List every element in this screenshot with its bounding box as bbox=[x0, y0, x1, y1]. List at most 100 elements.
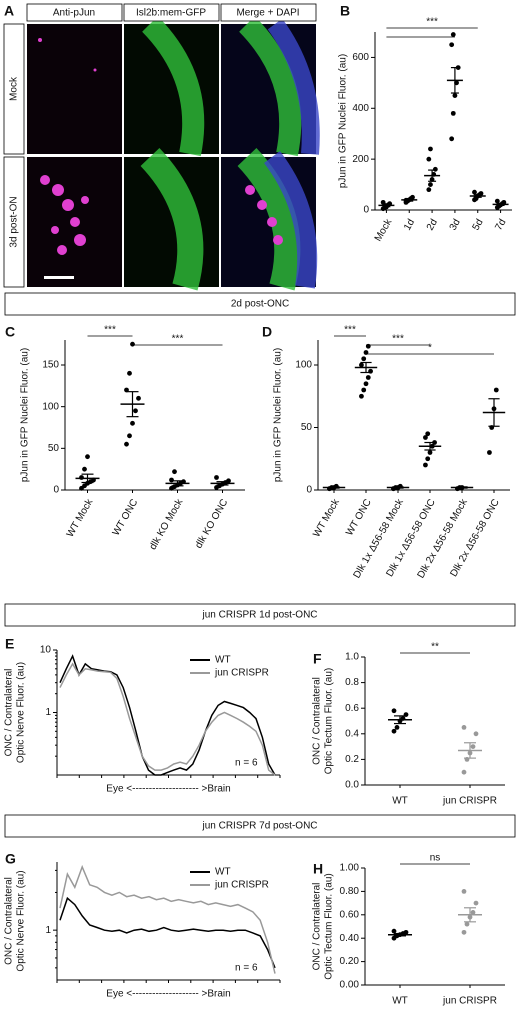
significance-label: ** bbox=[431, 642, 439, 653]
y-tick-label: 600 bbox=[352, 52, 369, 63]
series-line bbox=[59, 864, 276, 974]
data-point bbox=[423, 435, 428, 440]
y-tick-label: 0 bbox=[363, 205, 369, 216]
series-line bbox=[59, 654, 276, 776]
column-header: Anti-pJun bbox=[53, 8, 95, 19]
data-point bbox=[426, 156, 432, 162]
data-point bbox=[450, 110, 456, 116]
chart: E 1 10 ONC / Contralateral Optic Nerve Fluor… bbox=[4, 636, 281, 795]
x-tick-label: WT ONC bbox=[111, 497, 141, 537]
x-tick-label: jun CRISPR bbox=[442, 796, 497, 807]
significance-label: *** bbox=[104, 325, 116, 336]
data-point bbox=[472, 189, 477, 195]
banner: 2d post-ONC bbox=[231, 299, 289, 310]
data-point bbox=[214, 475, 219, 480]
data-point bbox=[169, 477, 174, 483]
y-axis-label: pJun in GFP Nuclei Fluor. (au) bbox=[273, 348, 284, 482]
x-axis-label: Eye <-------------------- >Brain bbox=[106, 784, 230, 795]
panel-letter: D bbox=[262, 324, 272, 340]
data-point bbox=[365, 375, 371, 380]
row-header-box bbox=[3, 156, 25, 288]
chart: H 0.00 0.20 0.40 0.60 0.80 1.00 ONC / Contralat… bbox=[312, 853, 505, 1007]
y-axis-label: ONC / Contralateral bbox=[4, 669, 15, 757]
y-tick-label: 0.20 bbox=[340, 956, 360, 967]
data-point bbox=[127, 433, 132, 439]
y-tick-label: 0.60 bbox=[340, 909, 360, 920]
series-line bbox=[59, 896, 276, 969]
chart: D 0 50 100 pJun in GFP Nuclei Fluor. (au) WT … bbox=[262, 324, 510, 580]
data-point bbox=[461, 725, 467, 730]
panel-letter: E bbox=[5, 636, 14, 652]
data-point bbox=[79, 475, 84, 480]
x-tick-label: 1d bbox=[402, 217, 417, 232]
y-tick-label: 0 bbox=[53, 485, 59, 496]
chart: F 0.0 0.2 0.4 0.6 0.8 1.0 ONC / Contralateral Op… bbox=[312, 642, 505, 807]
data-point bbox=[127, 370, 132, 376]
y-axis-label: ONC / Contralateral bbox=[4, 877, 15, 965]
x-tick-label: 7d bbox=[493, 217, 508, 232]
data-point bbox=[82, 466, 87, 472]
data-point bbox=[85, 454, 90, 460]
y-axis-label: pJun in GFP Nuclei Fluor. (au) bbox=[20, 348, 31, 482]
x-tick-label: jun CRISPR bbox=[442, 996, 497, 1007]
chart: C 0 50 100 150 pJun in GFP Nuclei Fluor. (au)… bbox=[5, 324, 245, 552]
panel-letter: H bbox=[313, 861, 323, 877]
significance-label: *** bbox=[344, 325, 356, 336]
y-tick-label: 0.4 bbox=[345, 728, 359, 739]
data-point bbox=[449, 42, 455, 48]
y-tick-label: 0.80 bbox=[340, 886, 360, 897]
column-header: Isl2b:mem-GFP bbox=[136, 8, 206, 19]
y-axis-label: ONC / Contralateral bbox=[312, 677, 323, 765]
data-point bbox=[391, 928, 397, 934]
data-point bbox=[473, 900, 479, 906]
data-point bbox=[493, 387, 499, 393]
y-tick-label: 50 bbox=[48, 443, 60, 454]
banner-box bbox=[4, 603, 516, 627]
y-tick-label: 400 bbox=[352, 103, 369, 114]
significance-label: *** bbox=[392, 334, 404, 345]
legend-label: jun CRISPR bbox=[214, 668, 269, 679]
significance-label: ns bbox=[430, 853, 441, 864]
y-axis-label: Optic Nerve Fluor. (au) bbox=[16, 870, 27, 971]
data-point bbox=[359, 393, 364, 399]
banner: jun CRISPR 1d post-ONC bbox=[201, 610, 317, 621]
data-point bbox=[450, 32, 456, 37]
annotation: n = 6 bbox=[235, 963, 258, 974]
data-point bbox=[428, 182, 433, 187]
x-tick-label: WT bbox=[392, 796, 408, 807]
panel-letter: F bbox=[313, 651, 322, 667]
data-point bbox=[130, 341, 135, 347]
column-header: Merge + DAPI bbox=[236, 8, 299, 19]
data-point bbox=[470, 744, 476, 749]
y-tick-label: 0.0 bbox=[345, 780, 359, 791]
y-tick-label: 200 bbox=[352, 154, 369, 165]
data-point bbox=[428, 146, 433, 152]
data-point bbox=[124, 441, 129, 447]
data-point bbox=[452, 93, 458, 98]
micrographs bbox=[27, 16, 320, 291]
x-tick-label: WT Mock bbox=[65, 496, 96, 539]
y-tick-label: 100 bbox=[295, 360, 312, 371]
data-point bbox=[361, 387, 367, 393]
y-tick-label: 0.2 bbox=[345, 754, 359, 765]
y-tick-label: 1 bbox=[45, 925, 51, 936]
banner-box bbox=[4, 292, 516, 316]
legend-label: WT bbox=[215, 655, 231, 666]
y-tick-label: 150 bbox=[42, 360, 59, 371]
column-header-box bbox=[123, 3, 220, 22]
data-point bbox=[487, 450, 492, 455]
y-axis-label: pJun in GFP Nuclei Fluor. (au) bbox=[338, 54, 349, 188]
data-point bbox=[391, 728, 397, 734]
data-point bbox=[394, 725, 400, 730]
data-point bbox=[365, 343, 371, 349]
x-tick-label: WT Mock bbox=[311, 496, 342, 539]
y-tick-label: 100 bbox=[42, 401, 59, 412]
data-point bbox=[464, 921, 470, 927]
legend-label: WT bbox=[215, 867, 231, 878]
y-axis-label: ONC / Contralateral bbox=[312, 883, 323, 971]
panel-letter: C bbox=[5, 324, 15, 340]
y-tick-label: 1.0 bbox=[345, 652, 359, 663]
data-point bbox=[423, 462, 428, 468]
